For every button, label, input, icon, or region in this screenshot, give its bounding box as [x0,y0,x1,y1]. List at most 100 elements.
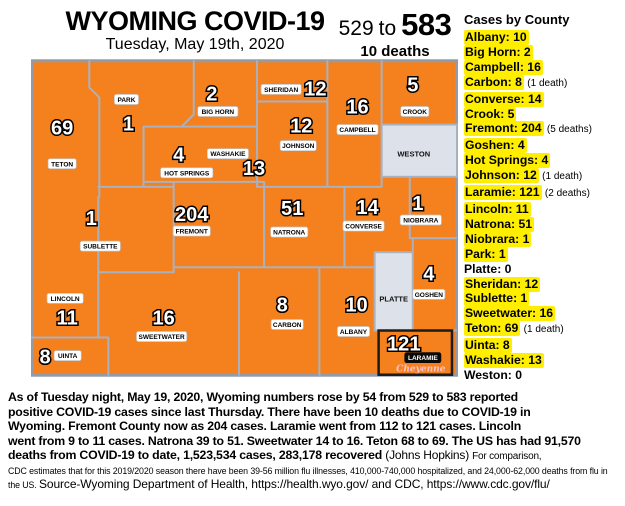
county-platte-label: PLATTE [379,294,408,303]
list-item-converse: Converse: 14 [464,91,622,107]
summary-line-4: went from 9 to 11 cases. Natrona 39 to 5… [8,433,581,448]
county-sweetwater-label: SWEETWATER [139,334,186,341]
county-park-label: PARK [117,97,135,104]
county-count: Laramie: 121 [464,185,542,201]
case-count-previous: 529 [338,17,374,40]
county-count: Teton: 69 [464,321,521,337]
page-title: WYOMING COVID-19 [65,6,325,36]
list-item-uinta: Uinta: 8 [464,338,622,354]
county-count: Niobrara: 1 [464,231,532,247]
source-links-text: Source-Wyoming Department of Health, htt… [38,476,550,491]
county-crook-cases: 5 [407,74,418,96]
source-line: the US. Source-Wyoming Department of Hea… [8,476,550,491]
county-crook: 5 CROOK [400,73,430,117]
county-sublette-label: SUBLETTE [83,244,118,251]
list-item-albany: Albany: 10 [464,30,622,45]
list-item-laramie: Laramie: 121 (2 deaths) [464,185,622,202]
county-count: Big Horn: 2 [464,44,533,60]
county-carbon: 8 CARBON [270,293,304,330]
county-sheridan: SHERIDAN 12 [260,77,328,102]
county-count: Sweetwater: 16 [464,306,556,322]
county-washakie: WASHAKIE 13 [206,148,267,181]
county-weston-shape [380,123,458,178]
summary-line-3: Wyoming. Fremont County now as 204 cases… [8,419,522,434]
county-natrona-cases: 51 [281,198,303,220]
county-count: Weston: 0 [464,367,523,382]
case-range: 529 to 583 10 deaths [327,7,463,60]
summary-line-5: deaths from COVID-19 to date, 1,523,534 … [8,448,542,463]
county-weston-label: WESTON [397,150,430,159]
county-uinta-label: UINTA [58,353,78,360]
county-count: Lincoln: 11 [464,201,531,217]
case-range-line: 529 to 583 [327,7,463,43]
county-count: Crook: 5 [464,106,517,122]
county-count: Natrona: 51 [464,216,535,232]
county-johnson-label: JOHNSON [282,143,315,150]
list-item-lincoln: Lincoln: 11 [464,201,622,217]
county-goshen-label: GOSHEN [415,292,444,299]
county-campbell-cases: 16 [346,97,368,119]
county-park-cases: 1 [123,114,134,136]
county-johnson-cases: 12 [290,116,312,138]
list-item-johnson: Johnson: 12 (1 death) [464,168,622,185]
county-sheridan-cases: 12 [304,78,326,100]
county-teton-label: TETON [51,161,73,168]
county-hotsprings-label: HOT SPRINGS [164,170,210,177]
county-carbon-cases: 8 [277,294,288,316]
list-item-sheridan: Sheridan: 12 [464,276,622,292]
county-count: Goshen: 4 [464,138,527,154]
county-sublette: 1 SUBLETTE [79,207,121,252]
county-albany-label: ALBANY [340,329,368,336]
death-note: (1 death) [527,77,568,89]
county-count: Sheridan: 12 [464,276,541,292]
county-count: Sublette: 1 [464,291,530,307]
county-teton: 69 TETON [47,116,77,170]
cases-by-county-list: Cases by County Albany: 10 Big Horn: 2 C… [464,12,622,383]
list-item-goshen: Goshen: 4 [464,138,622,154]
list-item-platte: Platte: 0 [464,262,622,277]
county-converse-label: CONVERSE [345,224,382,231]
death-note: (1 death) [523,324,564,336]
list-item-teton: Teton: 69 (1 death) [464,321,622,338]
county-count: Campbell: 16 [464,59,543,75]
county-uinta: 8 UINTA [38,345,82,370]
county-campbell-label: CAMPBELL [339,127,375,134]
county-sublette-cases: 1 [86,208,97,230]
case-count-current: 583 [401,7,452,42]
county-washakie-cases: 13 [243,158,265,180]
list-item-natrona: Natrona: 51 [464,216,622,232]
county-fremont-cases: 204 [175,204,209,226]
map-svg: 69 TETON PARK 1 2 BIG HORN SHERIDAN 12 1… [31,59,458,377]
county-washakie-label: WASHAKIE [210,151,246,158]
county-count: Uinta: 8 [464,338,512,354]
summary-paragraph: As of Tuesday night, May 19, 2020, Wyomi… [8,390,622,492]
county-natrona-label: NATRONA [273,230,305,237]
county-laramie-label: LARAMIE [408,355,438,362]
case-range-word: to [378,17,397,40]
list-item-sweetwater: Sweetwater: 16 [464,306,622,322]
county-count: Carbon: 8 [464,74,524,90]
county-goshen: 4 GOSHEN [412,262,446,300]
county-carbon-label: CARBON [273,322,302,329]
list-item-sublette: Sublette: 1 [464,291,622,307]
county-platte-shape [373,251,414,332]
county-count: Hot Springs: 4 [464,153,551,169]
county-albany: 10 ALBANY [337,293,370,337]
county-niobrara-cases: 1 [412,193,423,215]
county-park: PARK 1 [114,94,139,137]
county-count: Park: 1 [464,246,508,262]
death-note: (1 death) [542,171,583,183]
county-converse-cases: 14 [356,197,379,219]
death-note: (2 deaths) [544,188,590,200]
county-bighorn: 2 BIG HORN [197,82,239,117]
county-johnson: 12 JOHNSON [279,114,317,152]
county-count: Washakie: 13 [464,353,544,369]
list-item-washakie: Washakie: 13 [464,353,622,369]
list-item-bighorn: Big Horn: 2 [464,44,622,60]
county-crook-label: CROOK [403,109,428,116]
county-count: Converse: 14 [464,91,544,107]
county-natrona: 51 NATRONA [270,196,309,238]
county-hotsprings-cases: 4 [173,145,185,167]
summary-line-1: As of Tuesday night, May 19, 2020, Wyomi… [8,390,518,404]
county-niobrara-label: NIOBRARA [403,218,438,225]
